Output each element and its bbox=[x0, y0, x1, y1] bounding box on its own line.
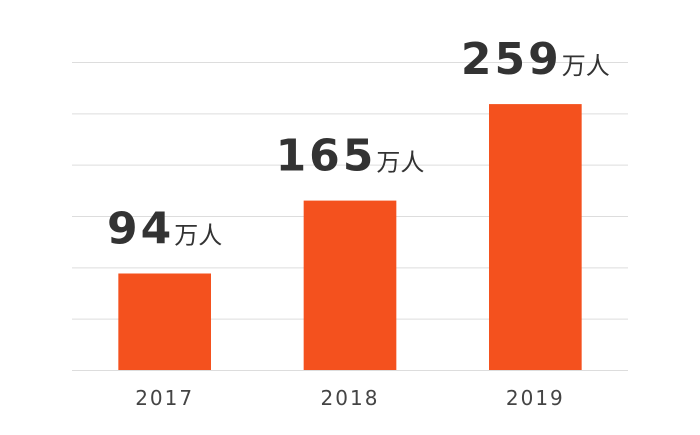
bar bbox=[118, 273, 211, 370]
value-number: 259 bbox=[461, 34, 562, 85]
x-tick-label: 2017 bbox=[135, 386, 194, 410]
x-tick-label: 2018 bbox=[321, 386, 380, 410]
value-unit: 万人 bbox=[174, 221, 222, 249]
value-number: 94 bbox=[107, 203, 174, 254]
value-unit: 万人 bbox=[376, 149, 424, 177]
value-label: 94万人 bbox=[107, 203, 222, 254]
value-unit: 万人 bbox=[562, 52, 610, 80]
x-tick-label: 2019 bbox=[506, 386, 565, 410]
value-label: 165万人 bbox=[276, 131, 425, 182]
bar bbox=[489, 104, 582, 371]
bar bbox=[303, 200, 397, 370]
value-label: 259万人 bbox=[461, 34, 610, 85]
value-number: 165 bbox=[276, 131, 377, 182]
